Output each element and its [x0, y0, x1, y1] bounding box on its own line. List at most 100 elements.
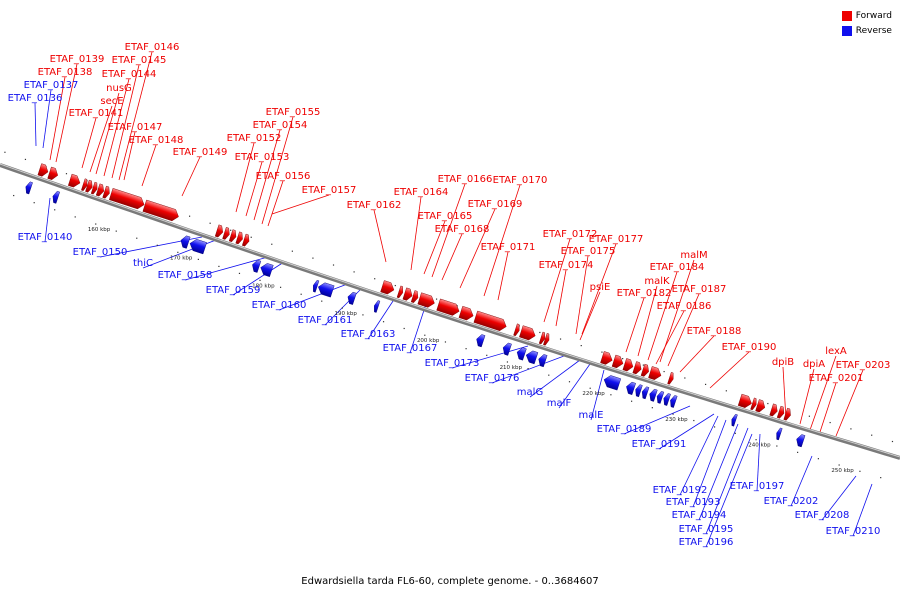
gene-label[interactable]: ETAF_0144 — [102, 69, 157, 80]
forward-gene[interactable]: ETAF_0147 — [108, 188, 146, 210]
gene-label[interactable]: lexA — [825, 346, 847, 357]
forward-gene[interactable]: dpiA — [755, 399, 767, 413]
forward-gene[interactable]: ETAF_0182 — [600, 351, 614, 366]
gene-label[interactable]: ETAF_0190 — [722, 342, 777, 353]
gene-label[interactable]: ETAF_0163 — [341, 329, 396, 340]
reverse-gene[interactable]: ETAF_0163 — [346, 291, 357, 305]
gene-label[interactable]: ETAF_0186 — [657, 301, 712, 312]
gene-label[interactable]: ETAF_0147 — [108, 122, 163, 133]
gene-label[interactable]: ETAF_0166 — [438, 174, 493, 185]
gene-label[interactable]: ETAF_0159 — [206, 285, 261, 296]
forward-gene[interactable]: ETAF_0175 — [538, 331, 547, 345]
gene-label[interactable]: ETAF_0169 — [468, 199, 523, 210]
reverse-gene[interactable]: ETAF_0210 — [795, 433, 806, 448]
reverse-gene[interactable]: ETAF_0196 — [662, 393, 671, 406]
reverse-gene[interactable]: malF — [524, 349, 539, 365]
gene-label[interactable]: ETAF_0173 — [425, 358, 480, 369]
forward-gene[interactable]: lexA — [769, 403, 779, 417]
gene-label[interactable]: ETAF_0203 — [836, 360, 891, 371]
forward-gene[interactable]: ETAF_0169 — [436, 298, 461, 317]
reverse-gene[interactable]: ETAF_0160 — [311, 279, 320, 293]
forward-gene[interactable]: nusG — [85, 179, 94, 193]
reverse-gene[interactable]: ETAF_0158 — [251, 259, 262, 273]
forward-gene[interactable]: ETAF_0187 — [648, 366, 662, 381]
forward-gene[interactable]: ETAF_0186 — [640, 363, 650, 377]
gene-label[interactable]: malM — [680, 250, 707, 261]
gene-label[interactable]: ETAF_0161 — [298, 315, 353, 326]
reverse-gene[interactable]: malG — [515, 346, 527, 361]
gene-label[interactable]: ETAF_0192 — [653, 485, 708, 496]
forward-gene[interactable]: ETAF_0203 — [783, 407, 793, 421]
reverse-gene[interactable]: ETAF_0161 — [316, 281, 335, 298]
forward-gene[interactable]: ETAF_0148 — [142, 199, 181, 222]
forward-gene[interactable]: ETAF_0165 — [402, 287, 414, 302]
reverse-gene[interactable]: ETAF_0136 — [24, 181, 33, 195]
forward-gene[interactable]: ETAF_0141 — [67, 173, 82, 189]
reverse-gene[interactable]: malE — [537, 353, 548, 368]
forward-gene[interactable]: ETAF_0146 — [102, 185, 112, 199]
gene-label[interactable]: ETAF_0187 — [672, 284, 727, 295]
reverse-gene[interactable]: ETAF_0202 — [730, 413, 738, 427]
gene-label[interactable]: ETAF_0177 — [589, 234, 644, 245]
gene-label[interactable]: ETAF_0191 — [632, 439, 687, 450]
gene-label[interactable]: nusG — [106, 83, 132, 94]
forward-gene[interactable]: ETAF_0144 — [90, 181, 99, 195]
forward-gene[interactable]: ETAF_0162 — [380, 280, 396, 295]
forward-gene[interactable]: ETAF_0190 — [737, 393, 753, 409]
forward-gene[interactable]: ETAF_0153 — [222, 227, 232, 240]
forward-gene[interactable]: ETAF_0174 — [519, 325, 537, 342]
forward-gene[interactable]: malM — [632, 361, 643, 375]
gene-label[interactable]: ETAF_0171 — [481, 242, 536, 253]
forward-gene[interactable]: ETAF_0188 — [667, 372, 676, 385]
reverse-gene[interactable]: ETAF_0173 — [475, 333, 486, 348]
reverse-gene[interactable]: thiC — [188, 238, 207, 255]
forward-gene[interactable]: ETAF_0166 — [410, 290, 420, 303]
gene-label[interactable]: psiE — [590, 282, 611, 293]
gene-label[interactable]: ETAF_0162 — [347, 200, 402, 211]
gene-label[interactable]: ETAF_0148 — [129, 135, 184, 146]
gene-label[interactable]: malE — [579, 410, 604, 421]
gene-label[interactable]: ETAF_0170 — [493, 175, 548, 186]
gene-label[interactable]: ETAF_0149 — [173, 147, 228, 158]
reverse-gene[interactable]: ETAF_0197 — [669, 395, 678, 408]
gene-label[interactable]: ETAF_0136 — [8, 93, 63, 104]
gene-label[interactable]: ETAF_0138 — [38, 67, 93, 78]
gene-label[interactable]: malG — [517, 387, 543, 398]
gene-label[interactable]: ETAF_0195 — [679, 524, 734, 535]
gene-label[interactable]: ETAF_0155 — [266, 107, 321, 118]
gene-label[interactable]: ETAF_0188 — [687, 326, 742, 337]
gene-label[interactable]: ETAF_0141 — [69, 108, 124, 119]
gene-label[interactable]: secE — [100, 96, 123, 107]
gene-label[interactable]: ETAF_0164 — [394, 187, 449, 198]
forward-gene[interactable]: ETAF_0184 — [622, 358, 635, 372]
reverse-gene[interactable]: ETAF_0159 — [259, 262, 274, 277]
gene-label[interactable]: ETAF_0196 — [679, 537, 734, 548]
gene-label[interactable]: malF — [547, 398, 572, 409]
forward-gene[interactable]: ETAF_0145 — [95, 183, 105, 197]
gene-label[interactable]: ETAF_0167 — [383, 343, 438, 354]
forward-gene[interactable]: ETAF_0152 — [214, 224, 224, 238]
forward-gene[interactable]: ETAF_0138 — [37, 163, 50, 178]
gene-label[interactable]: ETAF_0150 — [73, 247, 128, 258]
gene-label[interactable]: thiC — [133, 258, 153, 269]
gene-label[interactable]: ETAF_0189 — [597, 424, 652, 435]
gene-label[interactable]: ETAF_0152 — [227, 133, 282, 144]
reverse-gene[interactable]: ETAF_0140 — [51, 190, 60, 204]
gene-label[interactable]: ETAF_0145 — [112, 55, 167, 66]
gene-label[interactable]: ETAF_0208 — [795, 510, 850, 521]
gene-label[interactable]: malK — [644, 276, 670, 287]
reverse-gene[interactable]: ETAF_0194 — [648, 388, 658, 402]
gene-label[interactable]: ETAF_0153 — [235, 152, 290, 163]
forward-gene[interactable]: ETAF_0155 — [235, 231, 245, 245]
forward-gene[interactable]: ETAF_0170 — [458, 305, 475, 321]
gene-label[interactable]: ETAF_0210 — [826, 526, 881, 537]
gene-label[interactable]: ETAF_0158 — [158, 270, 213, 281]
forward-gene[interactable]: ETAF_0171 — [473, 310, 508, 332]
forward-gene[interactable]: ETAF_0164 — [396, 285, 405, 299]
gene-label[interactable]: ETAF_0156 — [256, 171, 311, 182]
gene-label[interactable]: dpiB — [772, 357, 794, 368]
reverse-gene[interactable]: ETAF_0192 — [634, 384, 643, 398]
gene-label[interactable]: ETAF_0160 — [252, 300, 307, 311]
gene-label[interactable]: ETAF_0176 — [465, 373, 520, 384]
reverse-gene[interactable]: ETAF_0208 — [775, 427, 783, 441]
